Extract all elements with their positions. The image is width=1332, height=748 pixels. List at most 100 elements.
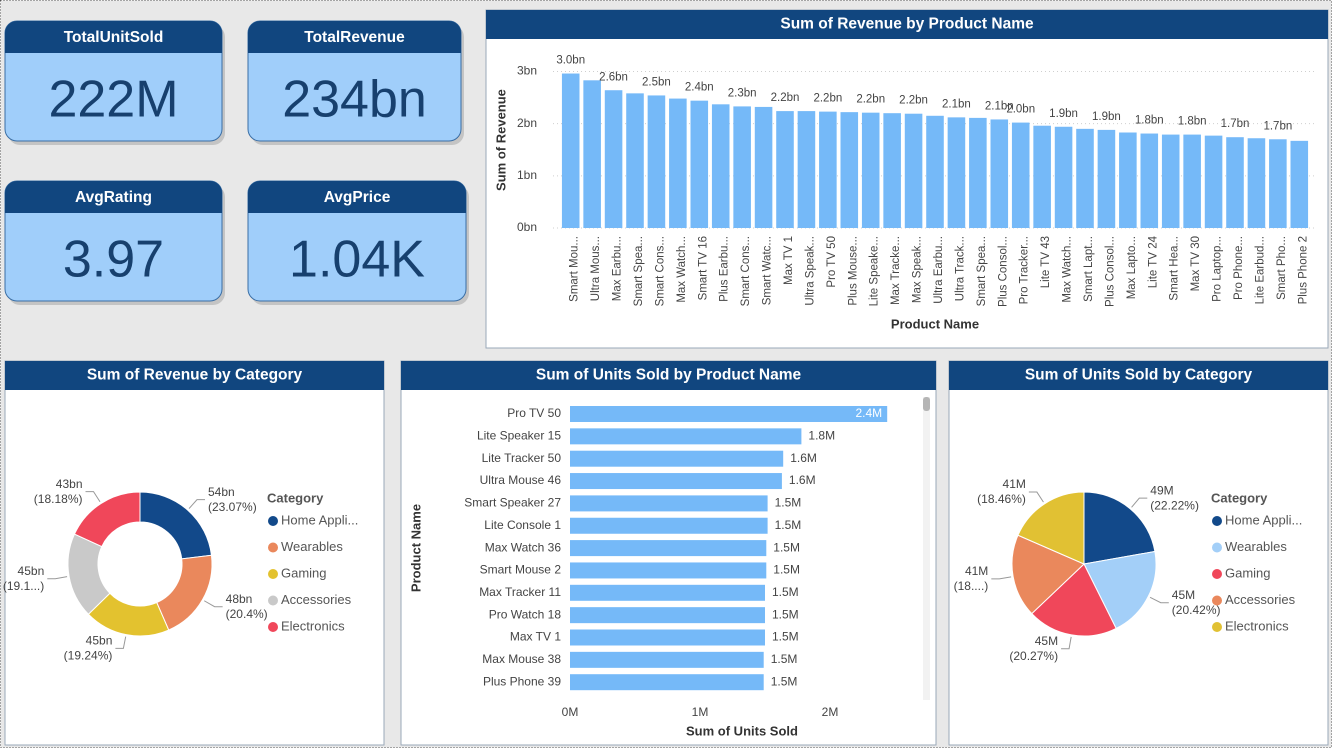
- legend-swatch: [268, 516, 278, 526]
- bar: [840, 112, 859, 228]
- data-label: 1.7bn: [1221, 118, 1250, 130]
- data-label: 48bn: [226, 592, 253, 606]
- x-tick-label: Ultra Speak...: [804, 236, 816, 306]
- bar: [1140, 133, 1159, 228]
- percent-label: (20.27%): [1009, 649, 1058, 663]
- bar: [883, 113, 901, 228]
- data-label: 1.5M: [773, 540, 800, 554]
- y-tick-label: Max Watch 36: [485, 540, 562, 554]
- y-tick-label: 3bn: [517, 64, 537, 78]
- panel-title: Sum of Units Sold by Product Name: [536, 367, 802, 384]
- legend-swatch: [268, 595, 278, 606]
- scrollbar[interactable]: [923, 397, 930, 411]
- legend-swatch: [268, 622, 278, 632]
- card-title: AvgRating: [75, 189, 152, 206]
- data-label: 2.1bn: [985, 100, 1014, 112]
- bar: [570, 517, 768, 534]
- slice: [1083, 491, 1156, 565]
- y-tick-label: Lite Console 1: [484, 518, 561, 532]
- bar: [1161, 134, 1180, 228]
- card-title: AvgPrice: [324, 189, 391, 206]
- x-tick-label: Smart Lapt...: [1083, 236, 1095, 302]
- y-tick-label: 0bn: [517, 220, 537, 234]
- data-label: 45M: [1035, 634, 1058, 648]
- data-label: 1.8bn: [1135, 115, 1164, 127]
- x-tick-label: Plus Phone 2: [1297, 236, 1309, 304]
- x-tick-label: Smart Watc...: [762, 236, 774, 305]
- leader-line: [188, 499, 206, 509]
- percent-label: (20.4%): [226, 607, 268, 621]
- data-label: 1.5M: [771, 652, 798, 666]
- y-axis-title: Product Name: [408, 504, 423, 592]
- x-tick-label: Smart Hea...: [1169, 236, 1181, 301]
- bar: [733, 106, 751, 228]
- bar: [969, 117, 987, 228]
- bar: [711, 104, 730, 228]
- bar: [690, 100, 709, 228]
- x-tick-label: Ultra Mous...: [590, 236, 602, 301]
- y-tick-label: Max TV 1: [510, 630, 561, 644]
- legend-label: Electronics: [281, 618, 345, 633]
- bar: [570, 450, 784, 467]
- card-value: 234bn: [282, 71, 427, 129]
- legend-label: Gaming: [1225, 565, 1271, 580]
- card-value: 222M: [48, 71, 178, 129]
- bar: [1011, 122, 1030, 228]
- panel-header: [401, 361, 936, 390]
- legend-swatch: [1212, 622, 1222, 632]
- bar: [626, 93, 644, 228]
- panel-header: [5, 361, 384, 390]
- y-tick-label: Max Mouse 38: [482, 652, 561, 666]
- x-tick-label: Ultra Earbu...: [933, 236, 945, 304]
- percent-label: (18.46%): [977, 492, 1026, 506]
- card-header: [248, 21, 461, 53]
- panel-title: Sum of Units Sold by Category: [1025, 367, 1253, 384]
- data-label: 1.5M: [772, 607, 799, 621]
- bar: [1290, 140, 1309, 228]
- y-axis-title: Sum of Revenue: [493, 89, 508, 191]
- x-tick-label: Max Watch...: [676, 236, 688, 303]
- bar: [570, 607, 765, 624]
- data-label: 45M: [1172, 588, 1195, 602]
- bar: [990, 119, 1009, 228]
- percent-label: (20.42%): [1172, 603, 1221, 617]
- x-tick-label: 2M: [822, 705, 839, 719]
- y-tick-label: Lite Speaker 15: [477, 429, 561, 443]
- bar: [1204, 135, 1223, 228]
- legend-label: Accessories: [281, 592, 352, 607]
- x-tick-label: Lite TV 43: [1040, 236, 1052, 288]
- x-tick-label: Plus Consol...: [1104, 236, 1116, 307]
- x-tick-label: Smart Spea...: [633, 236, 645, 306]
- leader-line: [115, 636, 127, 649]
- panel-title: Sum of Revenue by Product Name: [780, 16, 1034, 33]
- data-label: 1.9bn: [1092, 111, 1121, 123]
- leader-line: [991, 576, 1012, 580]
- bar: [570, 629, 765, 646]
- y-tick-label: Smart Speaker 27: [464, 496, 561, 510]
- bar: [570, 651, 764, 668]
- bar: [819, 111, 837, 228]
- leader-line: [1131, 497, 1148, 508]
- leader-line: [1028, 491, 1044, 503]
- percent-label: (22.22%): [1150, 498, 1199, 512]
- panel-title: Sum of Revenue by Category: [87, 367, 303, 384]
- bar: [1097, 129, 1116, 228]
- x-tick-label: Smart Pho...: [1276, 236, 1288, 300]
- data-label: 45bn: [86, 634, 113, 648]
- x-tick-label: Smart Cons...: [654, 236, 666, 306]
- x-axis-title: Product Name: [891, 316, 979, 331]
- y-tick-label: Ultra Mouse 46: [480, 473, 562, 487]
- bar: [570, 562, 767, 579]
- x-tick-label: Smart Spea...: [976, 236, 988, 306]
- data-label: 1.8M: [808, 429, 835, 443]
- bar: [647, 95, 666, 228]
- legend-swatch: [1212, 516, 1222, 526]
- legend-label: Home Appli...: [1225, 512, 1302, 527]
- x-axis-title: Sum of Units Sold: [686, 723, 798, 738]
- bar: [1247, 138, 1266, 228]
- x-tick-label: Max Speak...: [912, 236, 924, 303]
- legend-label: Accessories: [1225, 592, 1296, 607]
- data-label: 1.7bn: [1263, 120, 1292, 132]
- data-label: 1.8bn: [1178, 116, 1207, 128]
